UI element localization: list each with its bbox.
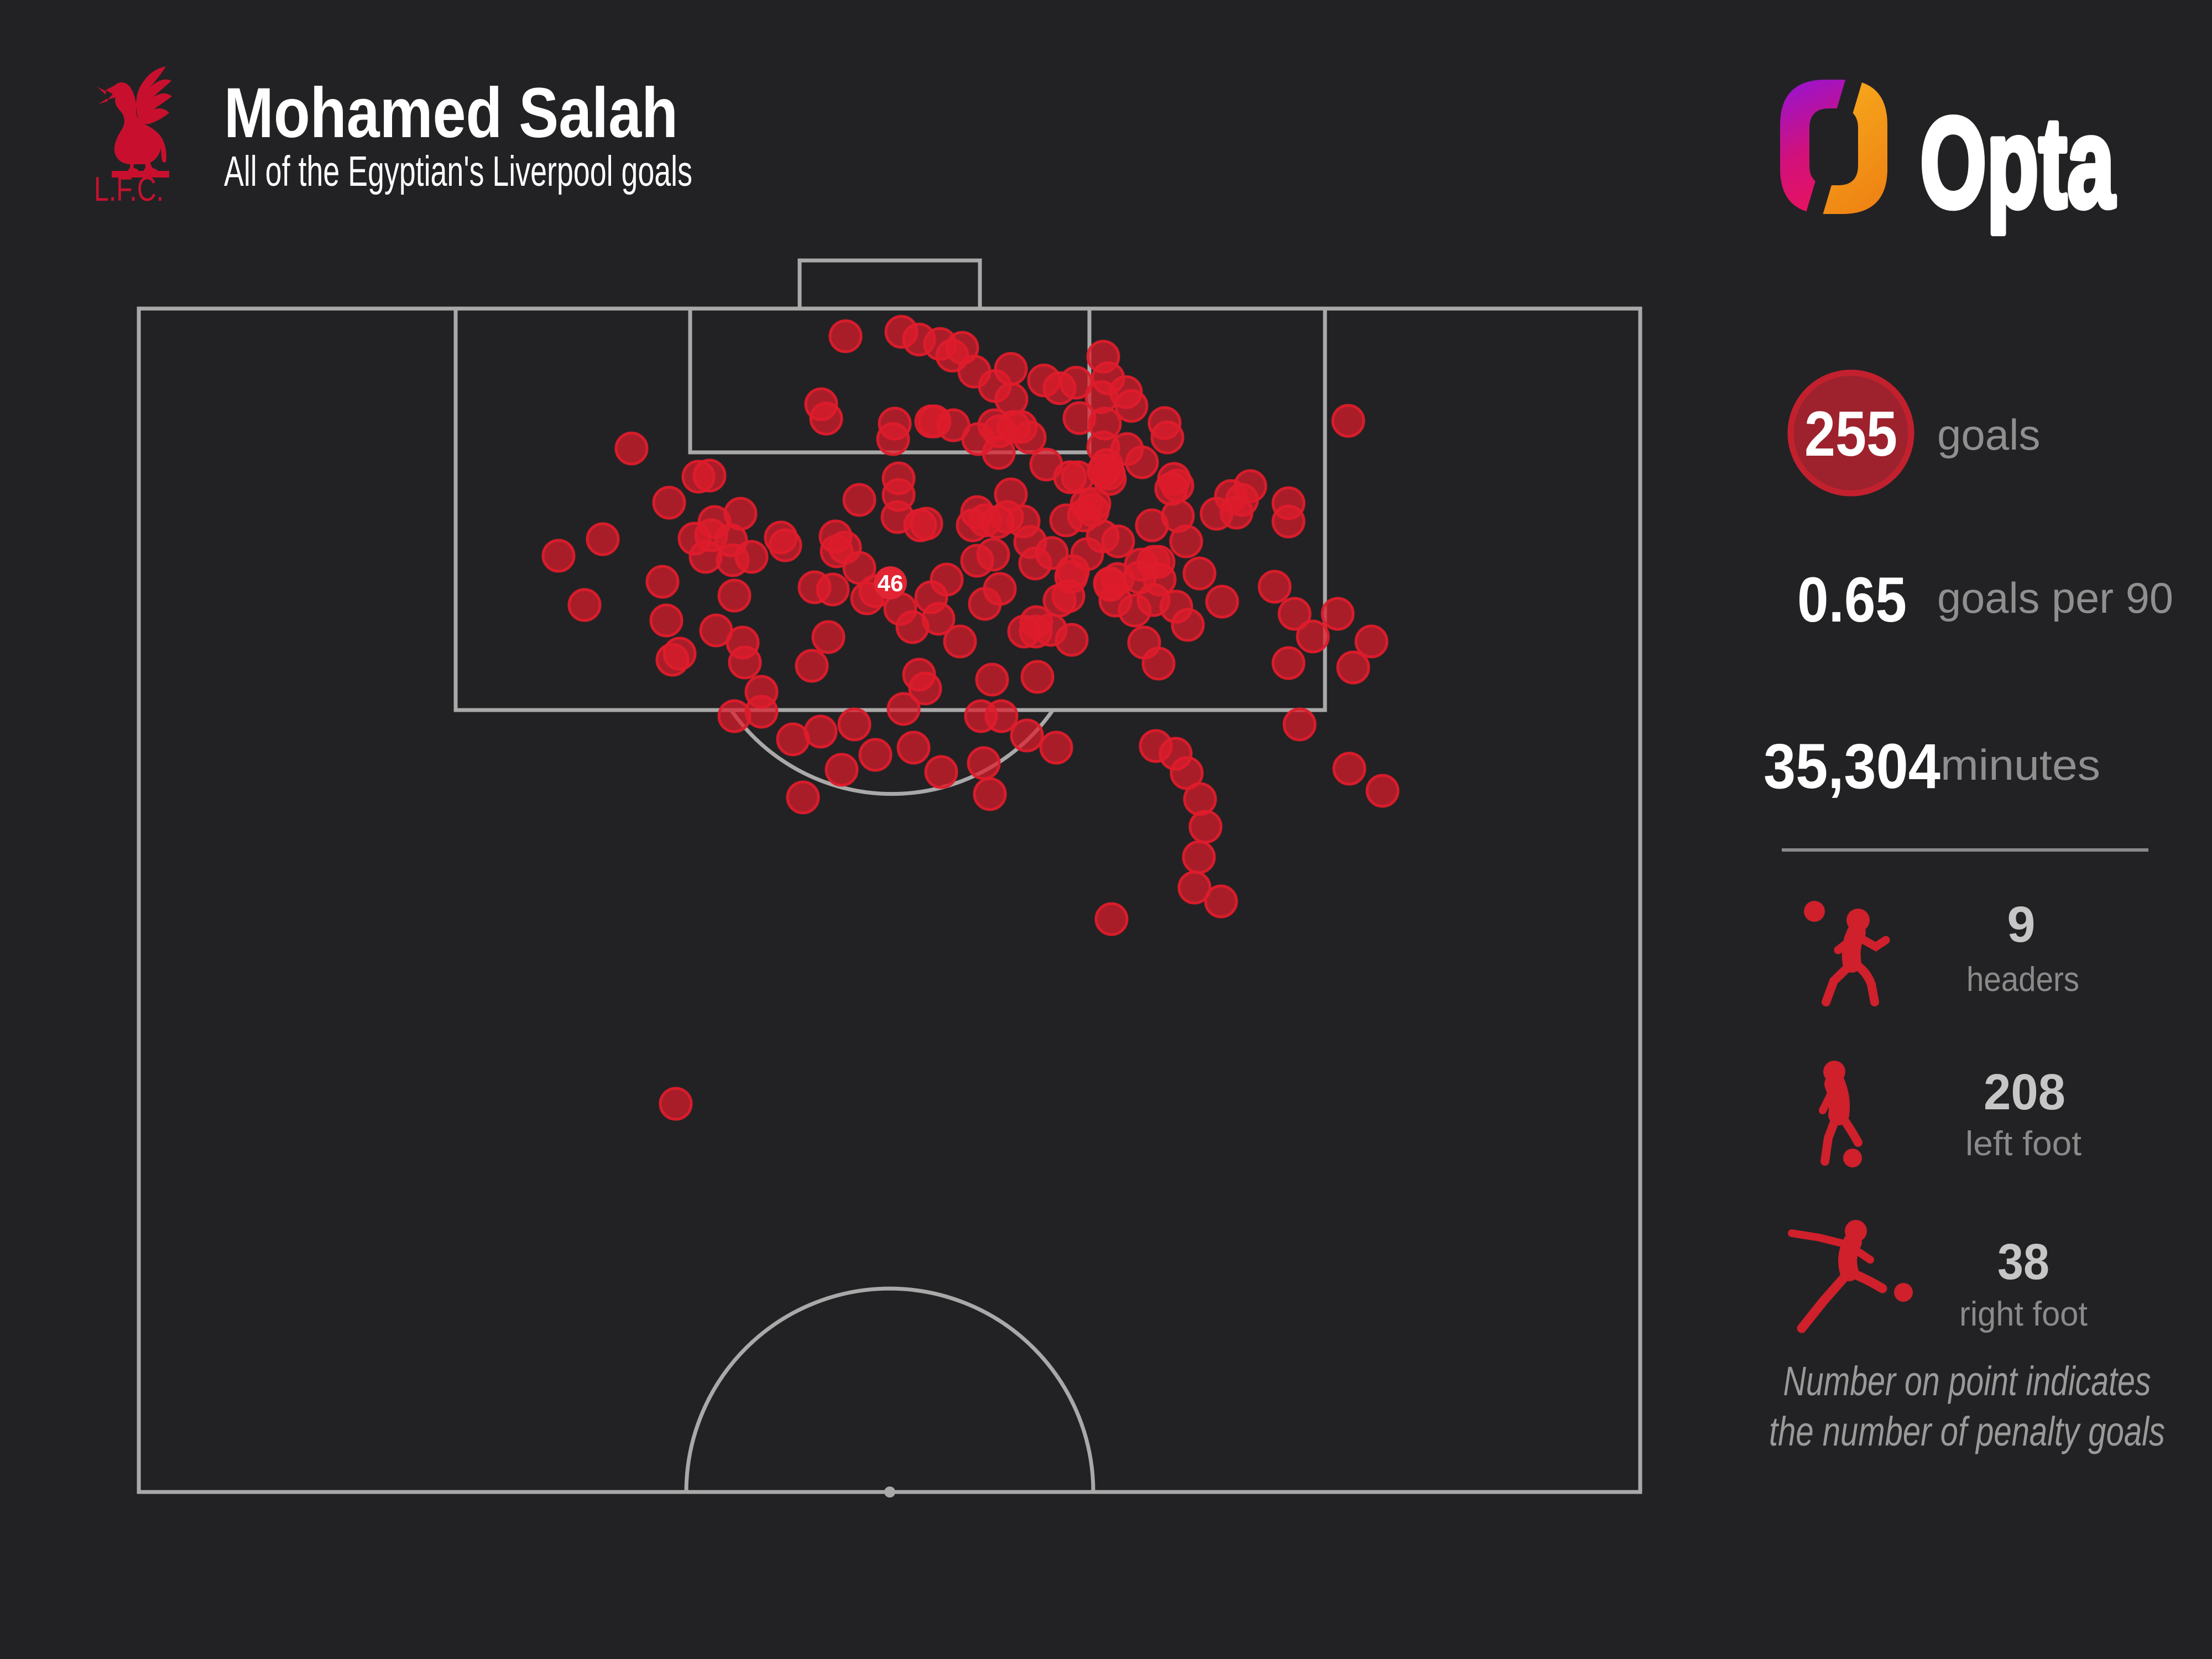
svg-text:9: 9 xyxy=(2007,896,2035,953)
svg-text:38: 38 xyxy=(1997,1234,2049,1290)
svg-text:headers: headers xyxy=(1966,961,2079,999)
svg-text:208: 208 xyxy=(1984,1064,2065,1120)
svg-text:right foot: right foot xyxy=(1959,1295,2088,1333)
svg-text:Mohamed Salah: Mohamed Salah xyxy=(224,74,678,153)
svg-text:0.65: 0.65 xyxy=(1797,565,1907,635)
svg-text:Number on point indicates: Number on point indicates xyxy=(1783,1358,2151,1404)
svg-text:255: 255 xyxy=(1804,399,1897,469)
svg-text:Opta: Opta xyxy=(1920,91,2115,234)
svg-text:the number of penalty goals: the number of penalty goals xyxy=(1769,1408,2165,1454)
svg-text:goals per 90: goals per 90 xyxy=(1937,573,2173,622)
svg-text:left foot: left foot xyxy=(1965,1125,2081,1163)
svg-text:35,304: 35,304 xyxy=(1764,731,1940,802)
svg-text:goals: goals xyxy=(1937,410,2040,459)
svg-text:All of the Egyptian's Liverpoo: All of the Egyptian's Liverpool goals xyxy=(224,148,692,195)
svg-text:L.F.C.: L.F.C. xyxy=(94,170,164,208)
svg-text:46: 46 xyxy=(878,570,904,596)
svg-text:minutes: minutes xyxy=(1940,740,2100,789)
